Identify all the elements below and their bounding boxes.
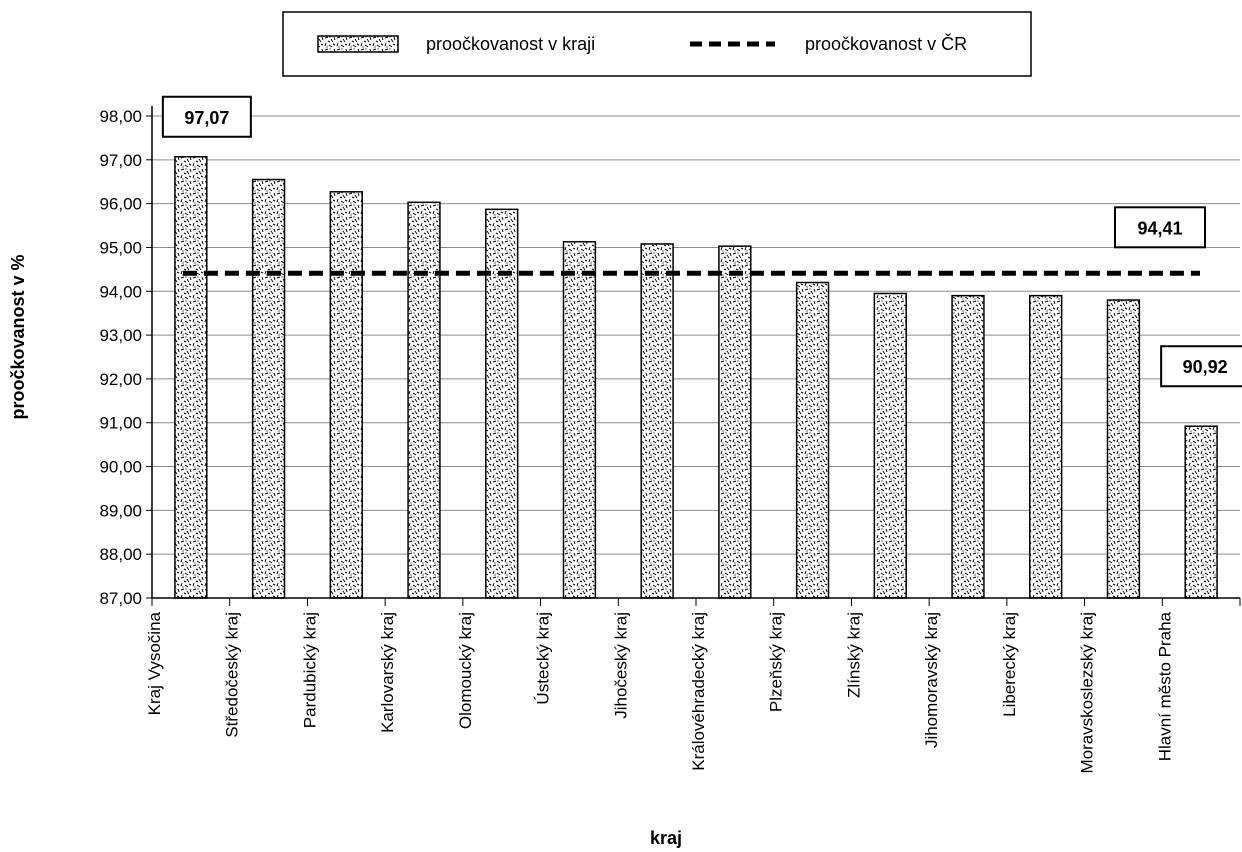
y-tick-label: 98,00: [99, 107, 142, 126]
bar: [1029, 294, 1063, 599]
y-tick-label: 88,00: [99, 545, 142, 564]
category-label: Karlovarský kraj: [378, 612, 397, 733]
y-tick-label: 87,00: [99, 589, 142, 608]
bar: [873, 292, 907, 599]
callout-label: 94,41: [1137, 218, 1182, 238]
callout-label: 97,07: [184, 108, 229, 128]
y-tick-label: 94,00: [99, 282, 142, 301]
category-label: Jihomoravský kraj: [922, 612, 941, 748]
category-label: Olomoucký kraj: [456, 612, 475, 729]
bar: [329, 191, 363, 599]
bars: [174, 156, 1218, 599]
category-label: Středočeský kraj: [223, 612, 242, 738]
bar: [174, 156, 208, 599]
y-axis-title: proočkovanost v %: [8, 254, 28, 419]
category-label: Moravskoslezský kraj: [1078, 612, 1097, 774]
category-label: Kraj Vysočina: [145, 611, 164, 715]
category-label: Ústecký kraj: [534, 612, 553, 705]
legend-label-bar: proočkovanost v kraji: [426, 34, 595, 54]
bar: [1106, 299, 1141, 599]
y-axis-ticks: 87,00 88,00 89,00 90,00 91,00 92,00 93,00 94,00…: [99, 107, 152, 608]
y-tick-label: 89,00: [99, 501, 142, 520]
callout-box: [1114, 206, 1206, 249]
bar: [1184, 425, 1218, 599]
legend-label-line: proočkovanost v ČR: [805, 33, 967, 54]
legend-box: [282, 11, 1032, 77]
callouts: 97,07 94,41 90,92: [161, 95, 1242, 388]
y-tick-label: 97,00: [99, 151, 142, 170]
bar: [251, 178, 286, 599]
category-label: Zlínský kraj: [844, 612, 863, 698]
category-label: Plzeňský kraj: [767, 612, 786, 712]
legend-swatch-bar: [317, 35, 399, 53]
callout-box: [161, 95, 252, 138]
category-label: Liberecký kraj: [1000, 612, 1019, 717]
category-label: Jihočeský kraj: [611, 612, 630, 719]
bar: [795, 281, 830, 599]
bar: [640, 243, 674, 599]
y-tick-label: 90,00: [99, 458, 142, 477]
legend: proočkovanost v kraji proočkovanost v ČR: [282, 11, 1032, 77]
x-axis-title: kraj: [650, 828, 682, 848]
y-tick-label: 96,00: [99, 195, 142, 214]
y-tick-label: 95,00: [99, 238, 142, 257]
bar: [562, 241, 597, 599]
x-axis: Kraj Vysočina Středočeský kraj Pardubický …: [145, 106, 1241, 774]
y-tick-label: 92,00: [99, 370, 142, 389]
bar: [407, 201, 441, 599]
category-label: Pardubický kraj: [300, 612, 319, 728]
y-tick-label: 91,00: [99, 414, 142, 433]
category-label: Hlavní město Praha: [1155, 611, 1174, 761]
bar: [485, 208, 519, 599]
callout-label: 90,92: [1183, 357, 1228, 377]
bar: [718, 245, 752, 599]
gridlines: [152, 115, 1240, 555]
bar: [951, 294, 985, 599]
category-label: Královéhradecký kraj: [689, 612, 708, 771]
callout-box: [1160, 345, 1242, 388]
y-tick-label: 93,00: [99, 326, 142, 345]
